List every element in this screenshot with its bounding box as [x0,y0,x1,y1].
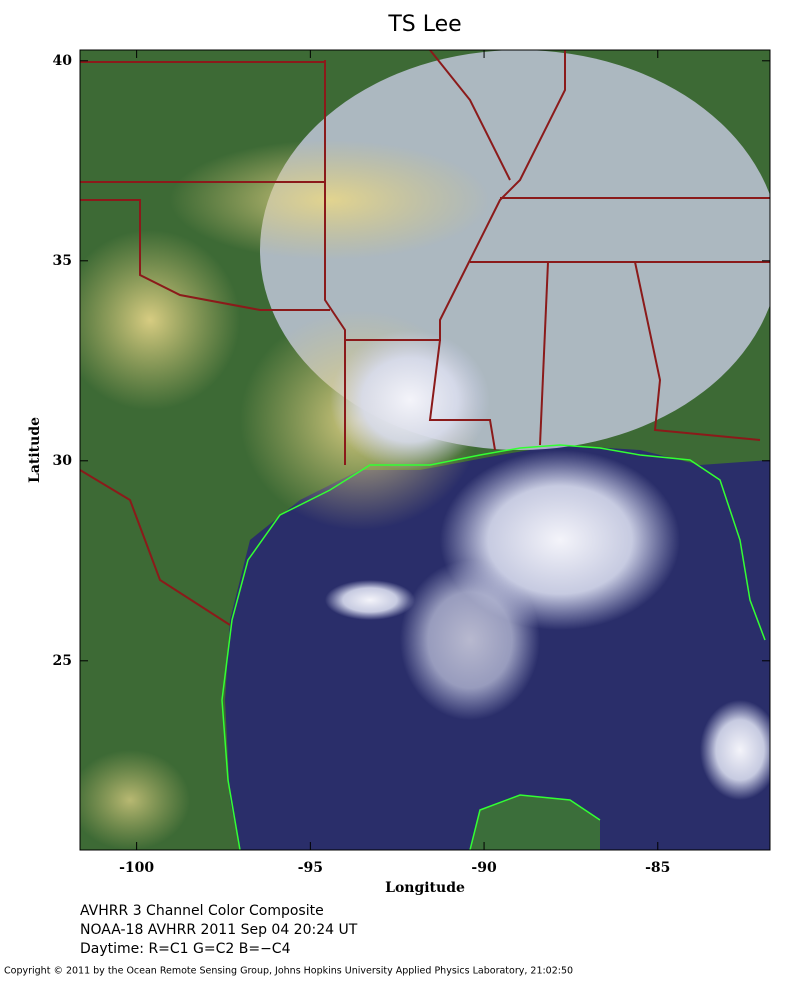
x-tick-label: -100 [119,860,154,876]
copyright: Copyright © 2011 by the Ocean Remote Sen… [4,966,573,977]
x-tick-label: -90 [471,860,497,876]
x-tick-label: -95 [298,860,323,876]
y-tick-label: 40 [53,53,73,69]
y-tick-label: 30 [53,453,73,469]
y-axis-label: Latitude [27,417,43,483]
x-axis-label: Longitude [385,880,465,896]
chart-title: TS Lee [387,12,461,37]
satellite-image [80,50,770,850]
y-tick-label: 25 [53,653,72,669]
caption-line: Daytime: R=C1 G=C2 B=−C4 [80,941,291,957]
axes: -100 -95 -90 -85 25 30 35 40 [53,50,770,876]
caption-line: AVHRR 3 Channel Color Composite [80,903,324,919]
x-tick-label: -85 [645,860,670,876]
y-tick-label: 35 [53,253,72,269]
caption-line: NOAA-18 AVHRR 2011 Sep 04 20:24 UT [80,922,358,938]
plot-frame [79,49,771,851]
